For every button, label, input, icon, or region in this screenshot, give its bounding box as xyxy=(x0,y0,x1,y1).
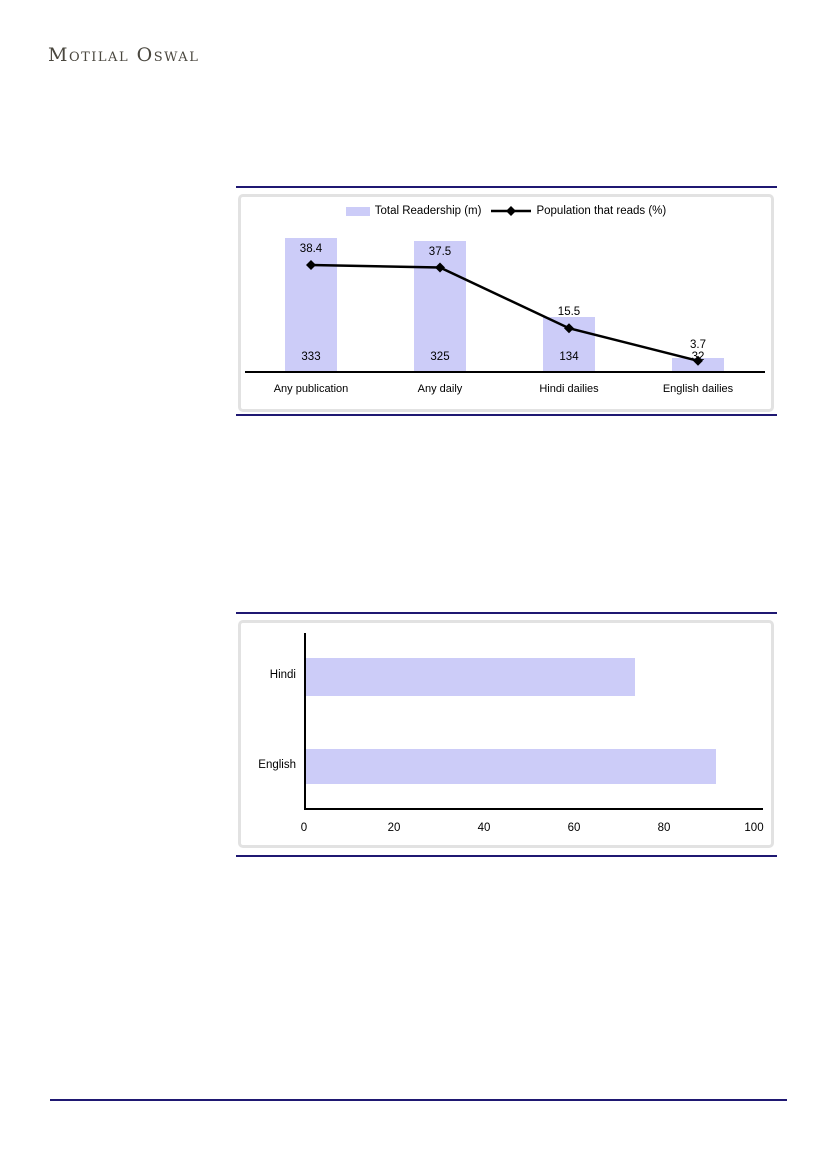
bar-value-label: 134 xyxy=(559,351,579,363)
legend-item: Total Readership (m) xyxy=(345,205,482,217)
category-label: Any daily xyxy=(417,383,463,395)
chart2-bottom-rule xyxy=(236,855,777,857)
legend-label: Population that reads (%) xyxy=(536,205,667,217)
bar xyxy=(306,658,635,696)
chart1-bottom-rule xyxy=(236,414,777,416)
line-point xyxy=(435,262,445,273)
company-logo: Motilal Oswal xyxy=(48,44,200,66)
line-point xyxy=(564,323,574,334)
category-label: English dailies xyxy=(662,383,734,395)
chart2-y-axis xyxy=(304,633,306,808)
legend-line-marker-icon xyxy=(491,206,532,216)
x-tick-label: 80 xyxy=(657,822,671,834)
line-point xyxy=(693,355,703,366)
x-tick-label: 20 xyxy=(387,822,401,834)
line-series xyxy=(306,260,703,366)
bar xyxy=(306,749,716,784)
category-label: Hindi xyxy=(269,669,296,681)
bar-value-label: 333 xyxy=(301,351,321,363)
x-tick-label: 100 xyxy=(744,822,764,834)
point-value-label: 38.4 xyxy=(299,243,323,256)
chart2-x-axis xyxy=(304,808,763,810)
x-tick-label: 0 xyxy=(300,822,308,834)
category-label: Hindi dailies xyxy=(539,383,599,395)
x-tick-label: 60 xyxy=(567,822,581,834)
chart1-x-axis xyxy=(245,371,765,373)
point-value-label: 3.7 xyxy=(690,338,706,351)
category-label: English xyxy=(258,758,296,771)
chart2-plot-area: Hindi English 0 20 40 60 80 100 xyxy=(241,623,771,845)
page-footer-rule xyxy=(50,1099,787,1101)
chart1-top-rule xyxy=(236,186,777,188)
legend-item: Population that reads (%) xyxy=(491,205,666,217)
line-point xyxy=(306,260,316,271)
bar-value-label: 325 xyxy=(430,351,450,363)
point-value-label: 15.5 xyxy=(557,306,581,319)
point-value-label: 37.5 xyxy=(428,245,452,258)
chart2-top-rule xyxy=(236,612,777,614)
category-label: Any publication xyxy=(273,383,349,395)
legend-label: Total Readership (m) xyxy=(374,205,482,217)
language-bar-chart: Hindi English 0 20 40 60 80 100 xyxy=(238,620,774,848)
x-tick-label: 40 xyxy=(477,822,491,834)
legend-bar-swatch xyxy=(345,206,370,216)
readership-combo-chart: Total Readership (m) Population that read… xyxy=(238,194,774,412)
chart1-legend: Total Readership (m) Population that read… xyxy=(241,205,771,217)
